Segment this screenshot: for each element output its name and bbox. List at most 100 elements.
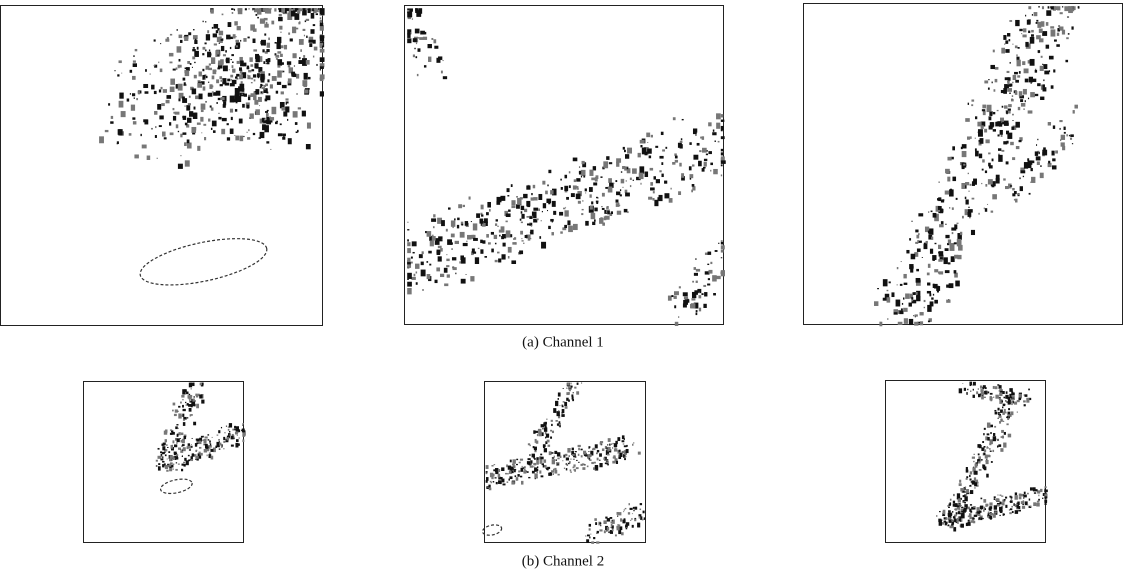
speckle — [1030, 506, 1032, 507]
speckle — [518, 470, 520, 472]
speckle — [320, 57, 325, 62]
speckle — [114, 70, 115, 71]
speckle — [220, 59, 224, 64]
speckle — [183, 419, 185, 421]
speckle — [548, 445, 550, 447]
speckle — [1078, 6, 1080, 8]
speckle — [611, 211, 613, 214]
speckle — [972, 518, 974, 520]
speckle — [614, 446, 617, 448]
speckle — [268, 38, 270, 41]
speckle — [272, 107, 277, 114]
speckle — [1023, 89, 1027, 95]
speckle — [227, 79, 230, 82]
speckle — [721, 270, 725, 276]
speckle — [954, 270, 957, 273]
speckle — [1005, 400, 1007, 401]
speckle — [589, 454, 592, 457]
speckle — [995, 499, 996, 501]
speckle — [978, 394, 981, 397]
speckle — [1002, 436, 1004, 439]
speckle — [949, 283, 954, 288]
speckle — [596, 541, 599, 543]
speckle — [155, 135, 157, 138]
speckle — [175, 458, 176, 460]
speckle — [966, 467, 968, 470]
speckle — [507, 473, 509, 474]
speckle — [926, 241, 928, 244]
speckle — [264, 88, 266, 89]
speckle — [648, 197, 652, 200]
speckle — [292, 27, 296, 34]
speckle — [536, 461, 539, 465]
speckle — [550, 190, 553, 194]
speckle — [582, 467, 585, 470]
speckle — [620, 518, 622, 521]
speckle — [625, 193, 630, 197]
speckle — [989, 506, 992, 509]
speckle — [232, 69, 235, 73]
speckle — [482, 240, 485, 243]
speckle — [715, 140, 716, 141]
speckle — [117, 141, 119, 144]
speckle — [268, 73, 270, 75]
speckle — [692, 164, 694, 166]
speckle — [203, 47, 206, 50]
speckle — [599, 453, 602, 456]
speckle — [971, 230, 975, 235]
speckle — [1002, 150, 1005, 152]
speckle — [595, 175, 598, 179]
speckle — [306, 144, 311, 149]
speckle — [177, 46, 182, 52]
speckle — [704, 292, 707, 296]
speckle — [178, 406, 180, 408]
speckle — [234, 429, 236, 430]
speckle — [567, 464, 569, 466]
speckle — [566, 468, 567, 470]
speckle — [407, 282, 412, 287]
speckle — [1014, 199, 1015, 201]
speckle — [407, 248, 411, 253]
speckle — [245, 8, 247, 10]
speckle — [242, 423, 244, 424]
speckle — [618, 512, 621, 515]
speckle — [147, 156, 151, 160]
speckle — [466, 274, 467, 275]
speckle — [181, 440, 184, 443]
speckle — [173, 116, 176, 121]
speckle — [625, 190, 628, 193]
speckle — [209, 49, 210, 51]
speckle — [588, 446, 590, 448]
speckle — [193, 47, 195, 49]
speckle — [184, 142, 187, 146]
speckle — [559, 212, 563, 216]
speckle — [978, 213, 979, 215]
speckle — [287, 119, 288, 121]
speckle — [997, 384, 999, 385]
speckle — [278, 133, 282, 136]
speckle — [260, 74, 264, 81]
speckle — [263, 61, 265, 64]
speckle — [974, 515, 977, 517]
speckle — [980, 389, 983, 392]
speckle — [526, 201, 530, 207]
speckle — [649, 155, 651, 158]
speckle — [320, 20, 322, 22]
speckle — [990, 65, 995, 69]
speckle — [189, 399, 190, 401]
speckle — [216, 79, 219, 83]
speckle — [533, 185, 535, 188]
speckle — [572, 399, 574, 401]
speckle — [922, 257, 923, 258]
speckle — [959, 480, 961, 483]
speckle — [162, 132, 166, 137]
speckle — [914, 322, 918, 326]
speckle — [514, 237, 516, 240]
speckle — [1012, 511, 1014, 513]
speckle — [522, 466, 523, 468]
speckle — [1030, 59, 1035, 66]
speckle — [961, 507, 963, 509]
speckle — [988, 88, 990, 90]
speckle — [230, 59, 231, 60]
speckle — [603, 520, 606, 524]
